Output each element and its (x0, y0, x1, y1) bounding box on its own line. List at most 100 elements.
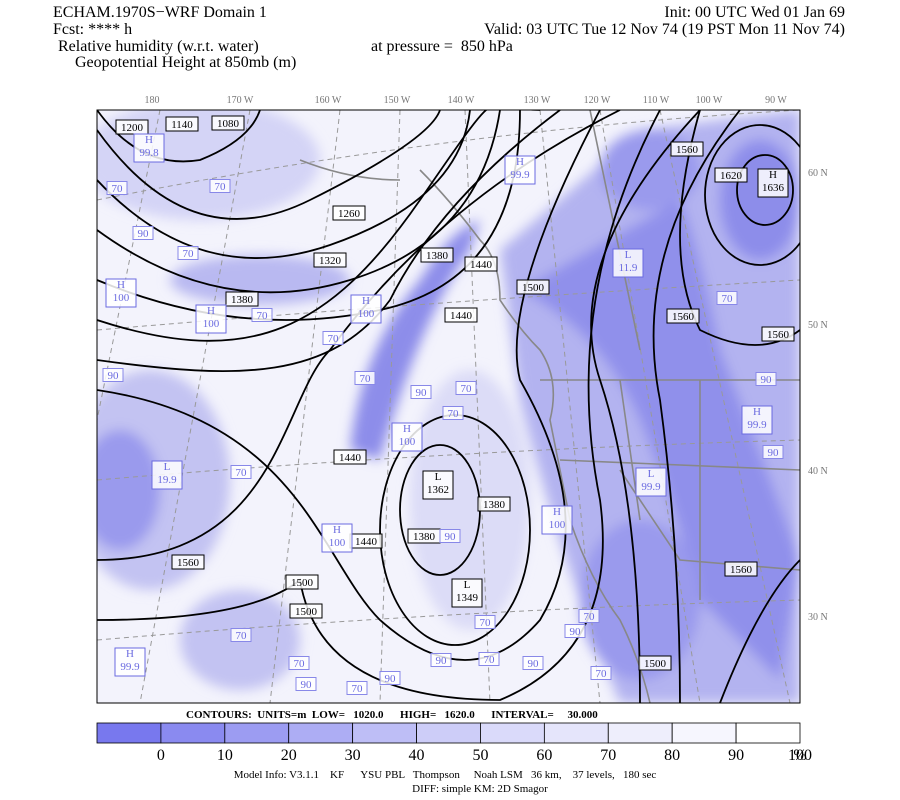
colorbar-swatch (160, 722, 226, 744)
label-box (578, 609, 600, 623)
label-box (724, 561, 758, 577)
label-box (439, 529, 461, 543)
contour-label: 1560 (177, 557, 200, 569)
humidity-label: 70 (480, 617, 492, 629)
longitude-label: 90 W (765, 95, 787, 106)
pressure-center-value: 11.9 (619, 262, 638, 274)
humidity-shading (97, 110, 800, 703)
contour-label: 1560 (672, 311, 695, 323)
label-box (322, 331, 344, 345)
label-box (346, 681, 368, 695)
label-box (114, 647, 146, 677)
humidity-label: 90 (108, 370, 120, 382)
humidity-label: 70 (257, 310, 269, 322)
label-box (332, 205, 366, 221)
label-box (451, 578, 483, 608)
label-box (350, 294, 382, 324)
contour-label: 1380 (483, 499, 506, 511)
label-box (422, 470, 454, 500)
contour-label: 1500 (295, 606, 318, 618)
label-box (133, 133, 165, 163)
contour-label: 1440 (470, 259, 493, 271)
pressure-center-symbol: L (625, 249, 632, 261)
colorbar-label: 90 (728, 747, 744, 764)
humidity-label: 90 (416, 387, 428, 399)
humidity-label: 70 (461, 383, 473, 395)
contour-label: 1500 (522, 282, 545, 294)
label-box (516, 279, 550, 295)
label-box (211, 115, 245, 131)
label-box (635, 467, 667, 497)
humidity-label: 70 (112, 183, 124, 195)
colorbar-label: 20 (281, 747, 297, 764)
label-box (177, 246, 199, 260)
colorbar-swatch (416, 722, 481, 744)
humidity-label: 70 (236, 467, 248, 479)
label-box (670, 141, 704, 157)
humidity-label: 70 (236, 630, 248, 642)
humidity-label: 70 (360, 373, 372, 385)
label-box (289, 603, 323, 619)
pressure-center-symbol: L (464, 579, 471, 591)
longitude-label: 150 W (384, 95, 411, 106)
pressure-center-symbol: H (117, 279, 125, 291)
colorbar-swatch (480, 722, 545, 744)
contour-label: 1560 (767, 329, 790, 341)
label-box (321, 523, 353, 553)
label-box (251, 308, 273, 322)
label-box (195, 304, 227, 334)
pressure-center-symbol: H (207, 305, 215, 317)
colorbar-unit: % (793, 747, 806, 764)
label-box (444, 307, 478, 323)
colorbar-label: 50 (472, 747, 488, 764)
label-box (420, 247, 454, 263)
pressure-center-value: 100 (399, 436, 416, 448)
humidity-label: 70 (352, 683, 364, 695)
label-box (477, 496, 511, 512)
pressure-center-value: 1349 (456, 592, 479, 604)
colorbar-label: 100 (788, 747, 812, 764)
label-box (379, 671, 401, 685)
field-name: Relative humidity (w.r.t. water) (58, 38, 259, 55)
humidity-label: 70 (484, 654, 496, 666)
label-box (430, 653, 452, 667)
humidity-label: 70 (183, 248, 195, 260)
pressure-center-symbol: H (403, 423, 411, 435)
colorbar-swatch (224, 722, 290, 744)
pressure-center-value: 1636 (762, 182, 785, 194)
colorbar-label: 80 (664, 747, 680, 764)
humidity-label: 70 (215, 181, 227, 193)
longitude-label: 100 W (696, 95, 723, 106)
colorbar-swatch (607, 722, 673, 744)
label-box (474, 615, 496, 629)
label-box (716, 291, 738, 305)
label-box (762, 445, 784, 459)
pressure-center-value: 99.9 (747, 419, 767, 431)
colorbar: 0 10 20 30 40 50 60 70 80 90 100% (96, 722, 812, 764)
humidity-label: 90 (528, 658, 540, 670)
label-box (478, 652, 500, 666)
label-box (564, 624, 586, 638)
field-name-2: Geopotential Height at 850mb (m) (75, 54, 296, 71)
label-box (504, 155, 536, 185)
label-box (171, 554, 205, 570)
label-box (313, 252, 347, 268)
contour-label: 1320 (319, 255, 342, 267)
latitude-label: 60 N (808, 168, 828, 179)
label-box (115, 119, 149, 135)
humidity-label: 90 (570, 626, 582, 638)
label-box (455, 381, 477, 395)
label-box (209, 179, 231, 193)
humidity-label: 90 (301, 679, 313, 691)
pressure-center-symbol: H (362, 295, 370, 307)
label-box (165, 116, 199, 132)
pressure-center-symbol: H (333, 524, 341, 536)
map-frame (96, 109, 801, 704)
pressure-center-value: 99.9 (641, 481, 661, 493)
humidity-label: 70 (448, 408, 460, 420)
colorbar-swatch (352, 722, 417, 744)
map-labels: 1200 1140 1080 1560 1620 1260 1320 1380 1440 1380… (102, 115, 795, 695)
label-box (288, 656, 310, 670)
init-time: Init: 00 UTC Wed 01 Jan 69 (664, 4, 845, 21)
pressure-center-value: 19.9 (157, 474, 177, 486)
